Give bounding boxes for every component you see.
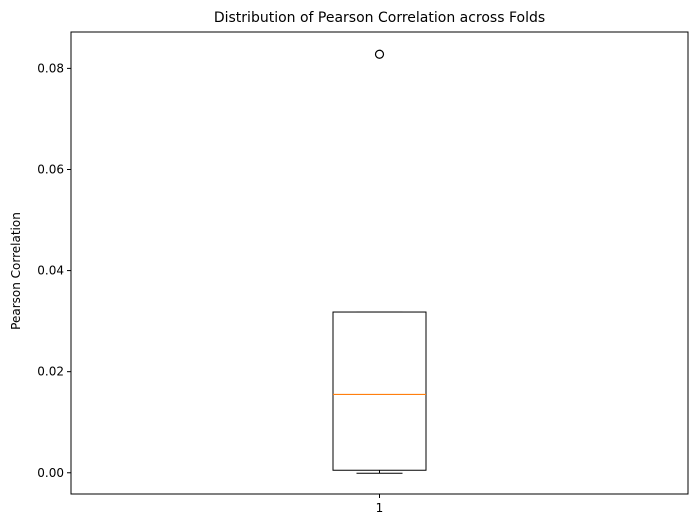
y-tick-label: 0.08 (37, 61, 64, 75)
axes-frame (70, 31, 689, 495)
outlier-point (374, 49, 385, 59)
y-axis-label: Pearson Correlation (9, 212, 23, 330)
plot-area: 0.00 0.02 0.04 0.06 0.08 1 (37, 49, 427, 515)
y-tick-label: 0.06 (37, 162, 64, 176)
y-tick-label: 0.00 (37, 466, 64, 480)
y-tick-label: 0.04 (37, 264, 64, 278)
iqr-box (332, 311, 427, 471)
y-tick-label: 0.02 (37, 365, 64, 379)
chart-title: Distribution of Pearson Correlation acro… (214, 10, 545, 26)
x-tick-label: 1 (376, 501, 384, 515)
